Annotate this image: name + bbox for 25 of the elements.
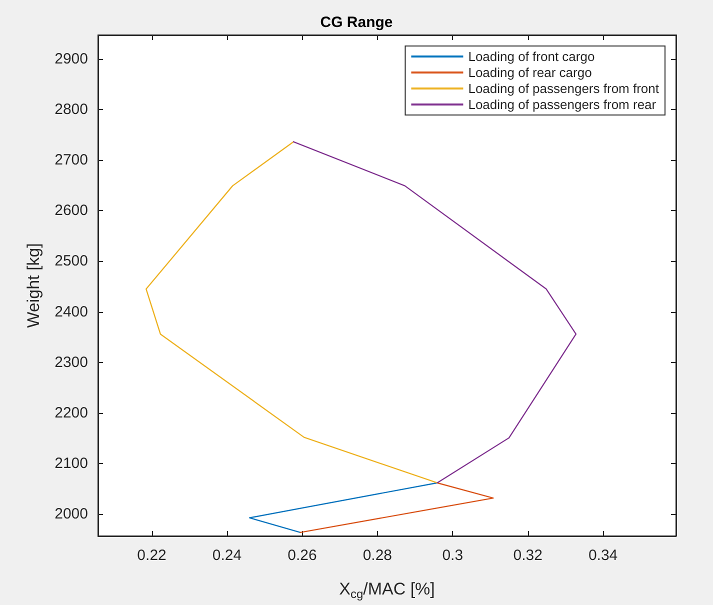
y-tick-label: 2400	[54, 303, 88, 320]
y-tick-label: 2000	[54, 506, 88, 523]
x-tick-label: 0.22	[137, 547, 166, 564]
y-tick-label: 2500	[54, 252, 88, 270]
legend-label: Loading of passengers from front	[468, 81, 660, 96]
legend-label: Loading of rear cargo	[468, 65, 592, 80]
x-tick-label: 0.26	[288, 547, 317, 564]
x-tick-label: 0.32	[513, 547, 542, 564]
x-tick-label: 0.24	[212, 547, 242, 564]
y-tick-label: 2900	[54, 50, 88, 68]
x-tick-label: 0.34	[588, 547, 618, 564]
y-tick-label: 2800	[54, 100, 88, 118]
line-series	[292, 141, 577, 484]
y-axis-title: Weight [kg]	[24, 243, 43, 328]
x-tick-label: 0.28	[362, 547, 392, 564]
chart-title: CG Range	[320, 14, 393, 31]
y-tick-label: 2700	[54, 151, 88, 168]
y-tick-label: 2300	[54, 354, 88, 371]
line-series	[146, 141, 438, 484]
y-tick-label: 2200	[54, 404, 88, 422]
legend-label: Loading of passengers from rear	[468, 97, 657, 112]
x-tick-label: 0.3	[442, 547, 464, 564]
y-tick-label: 2600	[54, 202, 88, 220]
legend-label: Loading of front cargo	[468, 49, 595, 64]
y-tick-label: 2100	[54, 455, 88, 472]
